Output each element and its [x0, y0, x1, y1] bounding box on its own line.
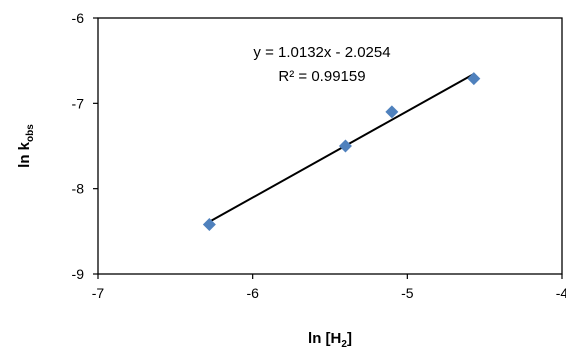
- x-axis-title-end: ]: [347, 330, 352, 347]
- data-point-diamond: [467, 72, 481, 86]
- y-axis-title: ln kobs: [16, 124, 36, 168]
- y-tick-label: -9: [72, 266, 85, 282]
- x-axis-title-subscript: 2: [341, 339, 347, 349]
- trendline-equation: y = 1.0132x - 2.0254: [253, 44, 390, 61]
- x-axis-title: ln [H2]: [308, 330, 352, 349]
- x-axis-title-main: ln [H: [308, 330, 341, 347]
- data-point-diamond: [338, 139, 352, 153]
- data-point-diamond: [202, 218, 216, 232]
- x-tick-label: -5: [401, 285, 414, 301]
- y-axis-title-subscript: obs: [25, 124, 36, 142]
- y-tick-label: -7: [72, 95, 85, 111]
- x-tick-label: -6: [246, 285, 259, 301]
- y-axis-title-main: ln k: [16, 141, 33, 167]
- r-squared-label: R² = 0.99159: [278, 68, 365, 85]
- y-axis-ticks: -6 -7 -8 -9: [72, 10, 98, 282]
- y-tick-label: -6: [72, 10, 85, 26]
- data-points: [202, 72, 481, 232]
- plot-area: [97, 17, 563, 275]
- x-tick-label: -7: [92, 285, 105, 301]
- data-point-diamond: [385, 105, 399, 119]
- y-tick-label: -8: [72, 181, 85, 197]
- x-axis-ticks: -7 -6 -5 -4: [92, 274, 566, 301]
- x-tick-label: -4: [556, 285, 566, 301]
